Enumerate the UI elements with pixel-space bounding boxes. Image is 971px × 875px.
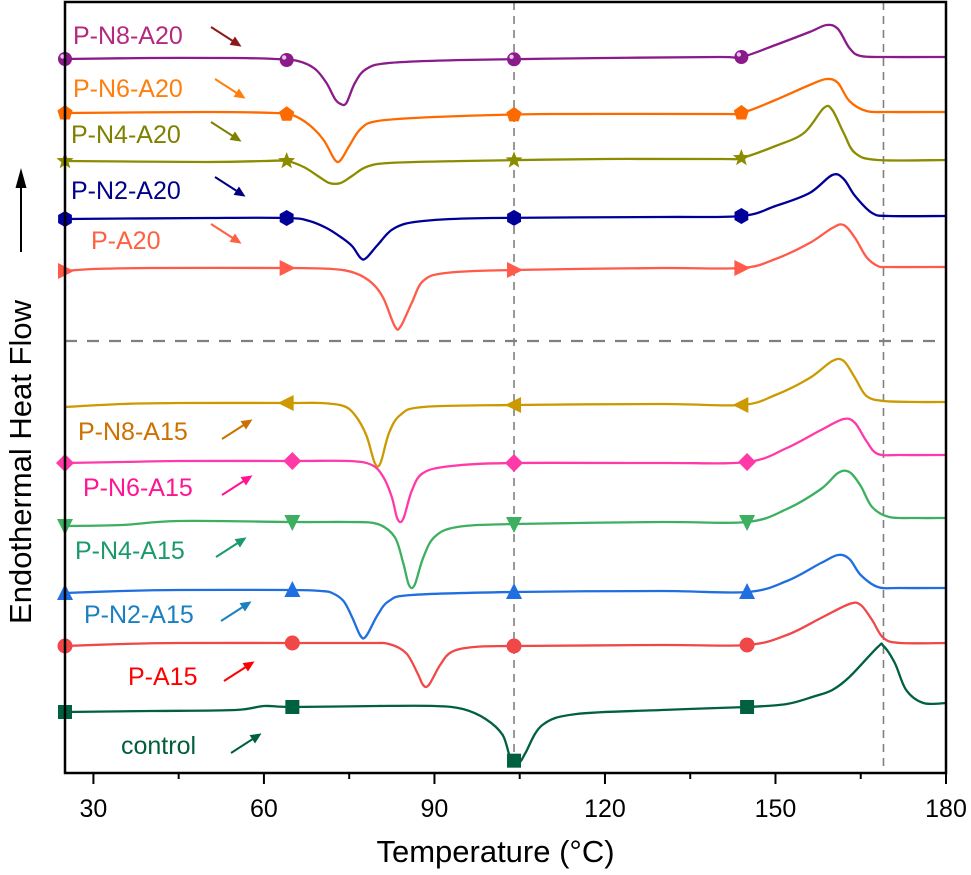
marker-p-n8-a15-2: [732, 397, 749, 413]
marker-p-a20-2: [507, 262, 524, 278]
marker-p-n2-a20-3: [734, 208, 749, 224]
pointer-arrow-icon-p-n8-a15: [221, 419, 253, 440]
marker-p-a15-1: [284, 635, 300, 651]
series-label-control: control: [121, 732, 196, 760]
curve-p-n8-a15: [64, 357, 947, 468]
marker-p-n2-a20-2: [507, 209, 521, 226]
arrow-head: [229, 233, 242, 244]
marker-p-n2-a15-1: [284, 581, 301, 597]
up-arrow-icon: [15, 168, 27, 188]
pointer-arrow-icon-control: [230, 733, 262, 754]
marker-p-n4-a15-3: [739, 515, 756, 531]
x-tick-label: 180: [925, 795, 967, 823]
arrow-head: [229, 36, 242, 47]
y-axis-title-group: Endothermal Heat Flow: [3, 168, 38, 624]
pointer-arrow-icon-p-a15: [223, 661, 255, 682]
series-label-p-a15: P-A15: [128, 663, 197, 691]
arrow-head: [234, 537, 247, 548]
arrow-head: [233, 186, 246, 197]
curve-p-n6-a20: [64, 77, 947, 164]
curve-p-n8-a20: [64, 23, 947, 107]
marker-p-a20-3: [734, 260, 751, 276]
marker-p-n8-a20-3-highlight: [736, 52, 742, 57]
x-tick-label: 90: [421, 795, 449, 823]
marker-p-n8-a20-0-highlight: [60, 54, 65, 59]
x-tick-label: 120: [584, 795, 626, 823]
marker-p-n8-a20-1-highlight: [281, 55, 287, 60]
x-tick-label: 150: [755, 795, 797, 823]
marker-p-n4-a20-3: [732, 149, 750, 166]
marker-p-n8-a15-0: [277, 395, 294, 411]
marker-p-a20-1: [279, 260, 296, 276]
marker-p-n8-a20-3: [734, 50, 749, 64]
marker-p-n6-a20-1: [279, 106, 295, 121]
pointer-arrow-icon-p-a20: [210, 223, 242, 244]
series-label-p-n4-a20: P-N4-A20: [71, 121, 181, 149]
curve-p-n2-a20: [64, 173, 947, 261]
curve-p-n4-a20: [64, 104, 947, 186]
marker-p-a15-2: [506, 638, 522, 654]
marker-p-n8-a20-2-highlight: [509, 54, 514, 59]
arrow-head: [242, 661, 255, 672]
marker-p-n6-a15-2: [505, 454, 524, 472]
arrow-head: [249, 733, 262, 744]
arrow-head: [229, 131, 242, 142]
marker-p-n6-a15-3: [738, 453, 757, 471]
marker-p-n4-a15-1: [284, 515, 301, 531]
marker-p-n2-a20-1: [279, 210, 294, 226]
marker-p-n4-a15-2: [506, 517, 523, 533]
marker-p-n8-a20-1: [279, 53, 294, 67]
plot-frame: [63, 0, 948, 775]
curves: [64, 23, 947, 765]
reference-lines: [65, 2, 946, 773]
marker-p-n8-a20-2: [507, 52, 522, 67]
marker-p-n6-a15-1: [283, 452, 302, 470]
curve-p-n4-a15: [64, 469, 947, 590]
x-axis-title: Temperature (°C): [376, 834, 614, 869]
series-label-p-n2-a20: P-N2-A20: [71, 177, 181, 205]
marker-p-a15-3: [739, 637, 755, 653]
pointer-arrow-icon-p-n2-a15: [220, 601, 252, 622]
series-label-p-n2-a15: P-N2-A15: [84, 601, 194, 629]
marker-p-n8-a15-1: [505, 397, 522, 413]
arrow-head: [233, 88, 246, 99]
marker-p-n2-a15-2: [506, 583, 523, 599]
curve-p-n6-a15: [64, 417, 947, 524]
pointer-arrow-icon-p-n6-a15: [221, 475, 253, 496]
marker-p-n4-a20-2: [505, 151, 523, 168]
arrow-head: [240, 419, 253, 430]
marker-p-n2-a15-3: [739, 583, 756, 599]
curve-p-a20: [64, 223, 947, 331]
x-tick-label: 30: [80, 795, 108, 823]
y-axis-title: Endothermal Heat Flow: [3, 299, 38, 624]
pointer-arrow-icon-p-n8-a20: [210, 26, 242, 47]
marker-p-n4-a20-1: [278, 152, 296, 169]
x-axis-ticks: 30 60 90 120 150 180: [80, 773, 967, 823]
series-label-p-a20: P-A20: [91, 227, 160, 255]
pointer-arrow-icon-p-n2-a20: [214, 176, 246, 197]
marker-control-3: [740, 700, 755, 714]
curve-p-a15: [64, 601, 947, 689]
curve-control: [64, 642, 947, 765]
arrow-head: [239, 601, 252, 612]
marker-p-n6-a20-2: [506, 106, 522, 122]
pointer-arrow-icon-p-n4-a20: [210, 121, 242, 142]
series-label-p-n6-a20: P-N6-A20: [73, 75, 183, 103]
arrow-head: [240, 475, 253, 486]
series-label-p-n8-a15: P-N8-A15: [78, 418, 188, 446]
x-tick-label: 60: [250, 795, 278, 823]
curve-p-n2-a15: [64, 553, 947, 640]
series-label-p-n6-a15: P-N6-A15: [83, 474, 193, 502]
marker-p-n6-a20-3: [733, 105, 749, 120]
pointer-arrow-icon-p-n6-a20: [214, 78, 246, 99]
pointer-arrow-icon-p-n4-a15: [215, 537, 247, 558]
series-labels: P-N8-A20 P-N6-A20 P-N4-A20 P-N2-A20 P-A20 P-N…: [71, 22, 262, 760]
marker-control-2: [507, 753, 522, 768]
markers: [56, 50, 757, 768]
series-label-p-n4-a15: P-N4-A15: [75, 537, 185, 565]
marker-control-1: [285, 700, 300, 714]
series-label-p-n8-a20: P-N8-A20: [73, 22, 183, 50]
